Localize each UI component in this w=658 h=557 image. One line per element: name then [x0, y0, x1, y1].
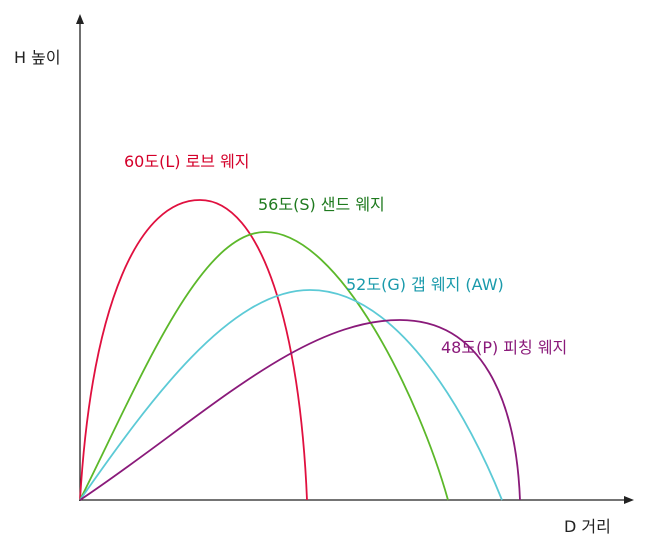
curve-56-sand-wedge — [79, 231, 449, 501]
y-axis-arrow-icon — [76, 14, 84, 24]
label-60-lob-wedge: 60도(L) 로브 웨지 — [124, 152, 250, 171]
label-52-gap-wedge: 52도(G) 갭 웨지 (AW) — [346, 275, 504, 294]
x-axis-label: D 거리 — [564, 517, 611, 536]
curve-52-gap-wedge — [79, 289, 503, 501]
curve-48-pitching-wedge — [79, 319, 521, 501]
label-48-pitching-wedge: 48도(P) 피칭 웨지 — [441, 338, 567, 357]
y-axis-label: H 높이 — [14, 48, 61, 67]
x-axis-arrow-icon — [624, 496, 634, 504]
curve-60-lob-wedge — [79, 199, 308, 501]
label-56-sand-wedge: 56도(S) 샌드 웨지 — [258, 195, 385, 214]
